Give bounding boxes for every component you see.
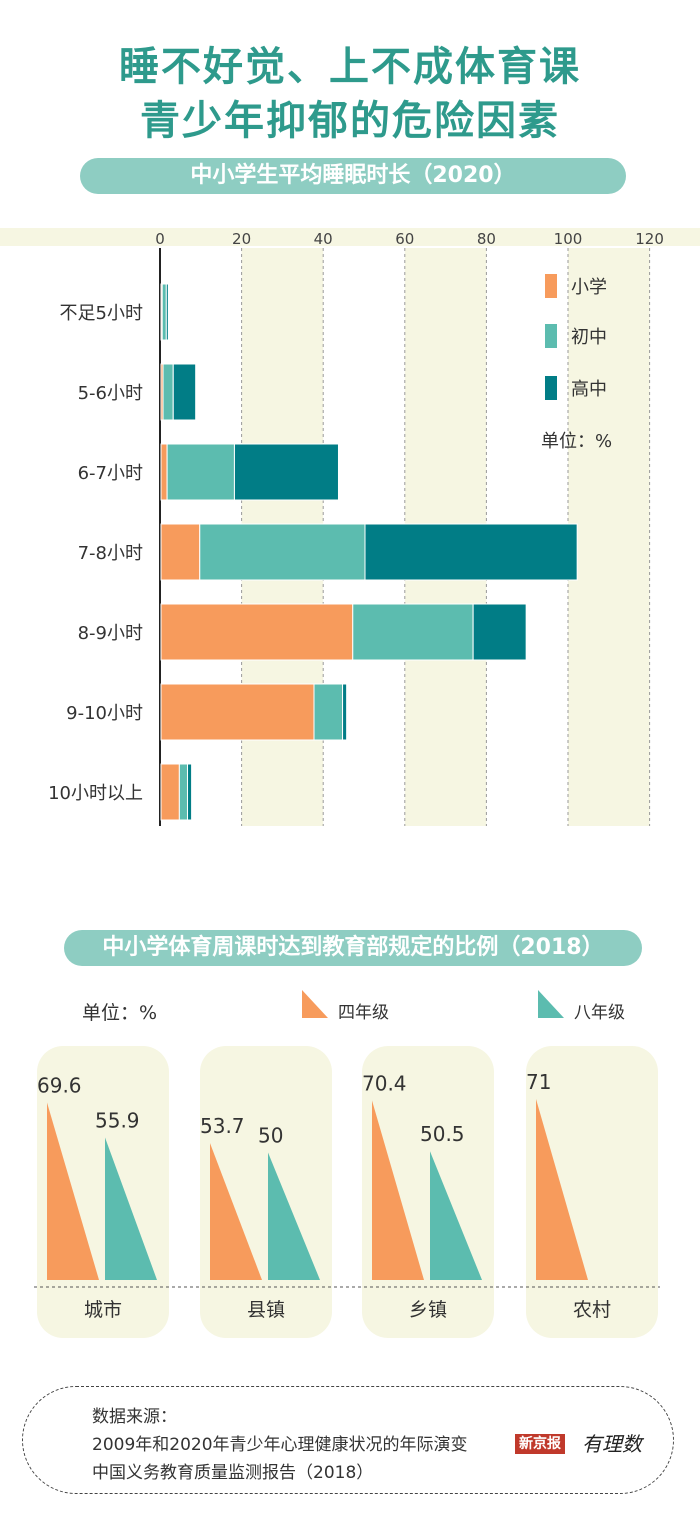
pe-chart: 69.6 55.9 城市 53.7 50 县镇 70.4 50.5 乡镇 71 农村 — [34, 1046, 660, 1338]
title-line-2: 青少年抑郁的危险因素 — [140, 98, 560, 144]
y-category-label: 5-6小时 — [78, 383, 143, 404]
triangle-grade8 — [105, 1137, 157, 1280]
legend-triangle — [538, 990, 564, 1018]
bar-小学 — [160, 443, 168, 501]
triangle-grade8 — [268, 1152, 320, 1280]
x-tick-label: 40 — [314, 230, 333, 248]
bar-初中 — [178, 763, 189, 821]
x-tick-label: 0 — [155, 230, 165, 248]
y-category-label: 8-9小时 — [78, 623, 143, 644]
x-tick-label: 120 — [635, 230, 664, 248]
legend-swatch — [545, 376, 557, 400]
legend-swatch — [545, 274, 557, 298]
bar-高中 — [364, 523, 578, 581]
bar-小学 — [160, 763, 180, 821]
bar-初中 — [161, 283, 167, 341]
category-label: 县镇 — [247, 1299, 285, 1321]
value-label-grade4: 53.7 — [200, 1114, 245, 1138]
value-label-grade8: 50 — [258, 1124, 283, 1148]
bar-高中 — [342, 683, 348, 741]
chart1-unit: 单位：% — [541, 431, 612, 452]
triangle-grade4 — [210, 1143, 262, 1280]
bar-高中 — [165, 283, 169, 341]
source-line-1: 2009年和2020年青少年心理健康状况的年际演变 — [92, 1435, 468, 1455]
triangle-grade8 — [430, 1151, 482, 1280]
y-category-label: 9-10小时 — [66, 703, 143, 724]
x-tick-label: 20 — [232, 230, 251, 248]
bar-初中 — [352, 603, 474, 661]
triangle-grade4 — [536, 1098, 588, 1280]
bar-初中 — [166, 443, 235, 501]
y-category-label: 7-8小时 — [78, 543, 143, 564]
bar-小学 — [160, 523, 201, 581]
x-tick-label: 100 — [554, 230, 583, 248]
bar-初中 — [199, 523, 366, 581]
sleep-chart: 0 20 40 60 80 100 120 不足5小时 5-6小时 6-7小时 7-8小时 8-9小时… — [48, 230, 664, 826]
bar-高中 — [472, 603, 527, 661]
bar-初中 — [162, 363, 174, 421]
y-category-label: 不足5小时 — [60, 303, 143, 324]
chart2-title: 中小学体育周课时达到教育部规定的比例（2018） — [64, 930, 642, 966]
value-label-grade4: 71 — [526, 1070, 551, 1094]
logo-text: 新京报 — [515, 1434, 565, 1454]
source-box — [22, 1386, 674, 1494]
value-label-grade4: 69.6 — [37, 1074, 82, 1098]
bar-初中 — [313, 683, 344, 741]
legend-label: 四年级 — [338, 1003, 389, 1023]
logo-sub: 有理数 — [582, 1432, 642, 1456]
title-line-1: 睡不好觉、上不成体育课 — [119, 44, 581, 90]
y-category-label: 6-7小时 — [78, 463, 143, 484]
category-label: 城市 — [84, 1299, 122, 1321]
bar-小学 — [160, 683, 315, 741]
legend-label: 高中 — [571, 379, 607, 400]
chart2-unit: 单位：% — [82, 1002, 158, 1024]
chart1-title: 中小学生平均睡眠时长（2020） — [80, 158, 626, 194]
bar-小学 — [160, 603, 354, 661]
axis-band — [0, 228, 700, 246]
bar-高中 — [233, 443, 339, 501]
legend-label: 八年级 — [574, 1003, 625, 1023]
pe-legend: 四年级 八年级 — [302, 990, 625, 1023]
source-heading: 数据来源： — [92, 1407, 177, 1427]
value-label-grade8: 55.9 — [95, 1108, 140, 1132]
triangle-grade4 — [372, 1100, 424, 1280]
value-label-grade4: 70.4 — [362, 1071, 407, 1095]
bar-高中 — [187, 763, 193, 821]
y-category-label: 10小时以上 — [48, 783, 143, 804]
value-label-grade8: 50.5 — [420, 1122, 465, 1146]
legend-triangle — [302, 990, 328, 1018]
x-tick-label: 80 — [477, 230, 496, 248]
legend-label: 初中 — [571, 327, 607, 348]
bar-高中 — [172, 363, 197, 421]
triangle-grade4 — [47, 1102, 99, 1280]
x-tick-label: 60 — [395, 230, 414, 248]
category-label: 农村 — [573, 1299, 611, 1321]
grid-band — [568, 248, 650, 826]
source-line-2: 中国义务教育质量监测报告（2018） — [92, 1463, 374, 1483]
legend-label: 小学 — [571, 277, 607, 298]
category-label: 乡镇 — [409, 1299, 447, 1321]
legend-swatch — [545, 324, 557, 348]
